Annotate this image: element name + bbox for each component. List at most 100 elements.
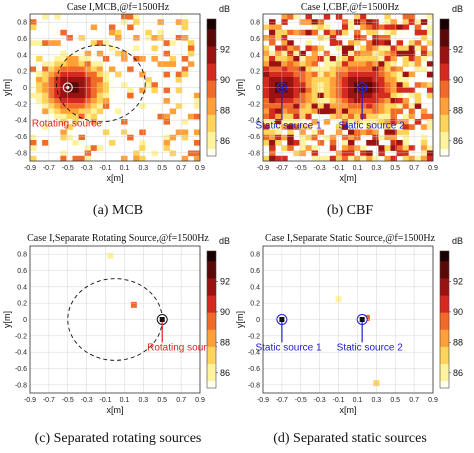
- heat-cell: [366, 50, 373, 57]
- heat-cell: [263, 66, 270, 73]
- heat-cell: [281, 50, 288, 57]
- heat-cell: [420, 56, 428, 62]
- colorbar-swatch: [207, 319, 216, 324]
- heat-cell: [127, 45, 134, 52]
- heat-cell: [84, 155, 92, 162]
- heat-cell: [311, 29, 319, 36]
- heat-cell: [36, 77, 43, 83]
- y-tick-label: 0.2: [250, 69, 260, 76]
- colorbar-swatch: [440, 326, 449, 331]
- colorbar-tick-label: 88: [220, 337, 230, 347]
- heat-cell: [84, 77, 92, 83]
- colorbar-swatch: [207, 128, 216, 133]
- heat-cell: [72, 87, 79, 94]
- heat-cell: [36, 98, 43, 104]
- colorbar-swatch: [440, 77, 449, 82]
- heat-cell: [275, 29, 282, 36]
- heat-cell: [414, 24, 422, 31]
- heat-cell: [193, 103, 201, 109]
- heat-cell: [60, 108, 67, 115]
- colorbar-swatch: [440, 70, 449, 75]
- y-tick-label: 0.8: [250, 252, 260, 259]
- heat-cell: [311, 103, 319, 109]
- heat-cell: [36, 40, 43, 46]
- colorbar-swatch: [207, 360, 216, 365]
- heat-cell: [348, 77, 355, 83]
- heat-cell: [378, 87, 385, 94]
- heat-cell: [66, 35, 73, 41]
- heat-cell: [72, 108, 79, 115]
- heat-cell: [402, 103, 410, 109]
- heat-cell: [163, 40, 171, 46]
- heat-cell: [42, 66, 49, 73]
- colorbar-swatch: [207, 149, 216, 154]
- heat-cell: [90, 87, 98, 94]
- heat-cell: [281, 61, 288, 67]
- heat-cell: [48, 108, 55, 115]
- heat-cell: [366, 124, 373, 130]
- heat-cell: [414, 155, 422, 162]
- x-tick-label: 0.5: [390, 397, 400, 404]
- heat-cell: [402, 14, 410, 20]
- heat-cell: [275, 103, 282, 109]
- heat-cell: [378, 24, 385, 31]
- heat-cell: [287, 71, 294, 78]
- x-axis-label: x[m]: [107, 405, 124, 415]
- heat-cell: [263, 61, 270, 67]
- heat-cell: [299, 92, 306, 99]
- heat-cell: [187, 150, 195, 157]
- heat-cell: [402, 56, 410, 62]
- heat-cell: [414, 40, 422, 46]
- y-tick-label: 0.6: [17, 36, 27, 43]
- heat-cell: [90, 24, 98, 31]
- colorbar-swatch: [440, 42, 449, 47]
- y-tick-label: 0.8: [17, 252, 27, 259]
- heat-cell: [426, 87, 434, 94]
- heat-cell: [193, 150, 201, 157]
- heat-cell: [78, 140, 86, 146]
- colorbar-swatch: [207, 132, 216, 136]
- colorbar-swatch: [207, 322, 216, 327]
- colorbar-swatch: [440, 84, 449, 88]
- heat-cell: [66, 56, 73, 62]
- heat-cell: [311, 71, 319, 78]
- source-marker-ring: [62, 82, 73, 93]
- heat-cell: [390, 66, 397, 73]
- colorbar-swatch: [207, 73, 216, 78]
- heat-cell: [127, 66, 134, 73]
- heat-cell: [360, 145, 367, 151]
- heat-cell: [269, 56, 276, 62]
- x-tick-label: -0.5: [295, 397, 307, 404]
- heat-cell: [293, 29, 300, 36]
- heat-cell: [396, 124, 404, 130]
- heat-cell: [426, 24, 434, 31]
- heat-cell: [60, 129, 67, 136]
- heat-cell: [408, 124, 416, 130]
- heat-cell: [30, 66, 37, 73]
- heat-cell: [335, 29, 343, 36]
- y-tick-label: -0.8: [248, 150, 260, 157]
- heat-cell: [329, 145, 337, 151]
- heat-cell: [102, 98, 110, 104]
- heat-cell: [72, 92, 79, 99]
- panel-caption: (a) MCB: [93, 203, 143, 218]
- colorbar-swatch: [207, 302, 216, 307]
- heat-cell: [299, 119, 306, 125]
- heat-cell: [48, 71, 55, 78]
- y-tick-label: -0.8: [15, 150, 27, 157]
- x-tick-label: 0.7: [176, 397, 186, 404]
- colorbar-swatch: [440, 302, 449, 307]
- heat-cell: [145, 35, 152, 41]
- heat-cell: [420, 50, 428, 57]
- heat-cell: [84, 50, 92, 57]
- colorbar-tick-label: 90: [220, 75, 230, 85]
- x-tick-label: -0.1: [333, 165, 345, 172]
- heat-cell: [372, 113, 379, 120]
- heat-cell: [335, 103, 343, 109]
- colorbar-swatch: [207, 29, 216, 34]
- colorbar-swatch: [207, 343, 216, 348]
- colorbar-swatch: [440, 101, 449, 106]
- heat-cell: [420, 82, 428, 88]
- heat-cell: [133, 150, 140, 157]
- heat-cell: [96, 82, 104, 88]
